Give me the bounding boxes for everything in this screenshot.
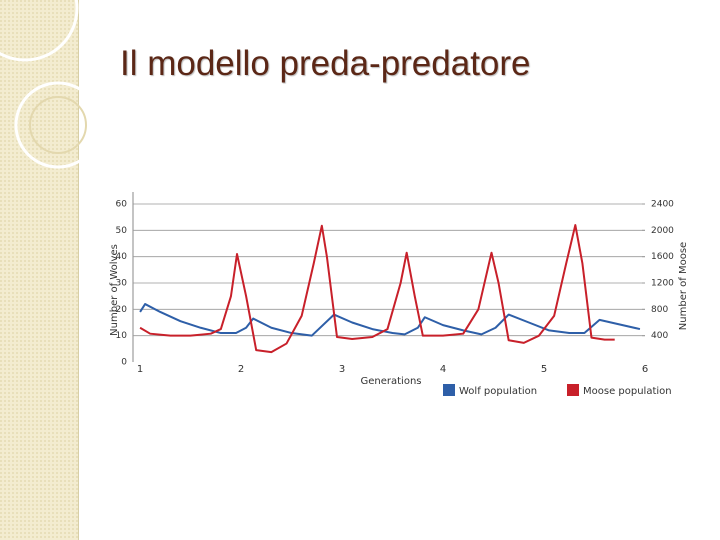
y-tick-label: 30 (116, 279, 128, 289)
x-tick-label: 3 (339, 364, 345, 375)
x-axis-label: Generations (361, 376, 422, 387)
deco-circle (0, 0, 79, 62)
x-tick-label: 1 (137, 364, 143, 375)
y-tick-label: 50 (116, 226, 128, 236)
x-tick-label: 6 (642, 364, 648, 375)
x-tick-label: 4 (440, 364, 446, 375)
y-tick-label: 20 (116, 305, 128, 315)
x-tick-label: 2 (238, 364, 244, 375)
x-tick-label: 5 (541, 364, 547, 375)
side-strip (0, 0, 78, 540)
legend-swatch (567, 384, 579, 396)
y-tick-label: 10 (116, 331, 128, 341)
y2-tick-label: 1200 (651, 279, 674, 289)
legend-label: Moose population (583, 386, 672, 397)
deco-circle (14, 81, 102, 169)
slide-title: Il modello preda-predatore (120, 44, 531, 83)
y2-axis-label: Number of Moose (678, 242, 689, 330)
series-line (139, 224, 615, 354)
y-tick-label: 40 (116, 252, 128, 262)
y-axis-label: Number of Wolves (109, 244, 120, 336)
y2-tick-label: 2400 (651, 200, 674, 210)
y2-tick-label: 400 (651, 331, 668, 341)
legend-swatch (443, 384, 455, 396)
y-tick-label: 0 (121, 358, 127, 368)
deco-circle (29, 96, 87, 154)
y-tick-label: 60 (116, 200, 128, 210)
y2-tick-label: 1600 (651, 252, 674, 262)
legend-label: Wolf population (459, 386, 537, 397)
y2-tick-label: 800 (651, 305, 668, 315)
y2-tick-label: 2000 (651, 226, 674, 236)
